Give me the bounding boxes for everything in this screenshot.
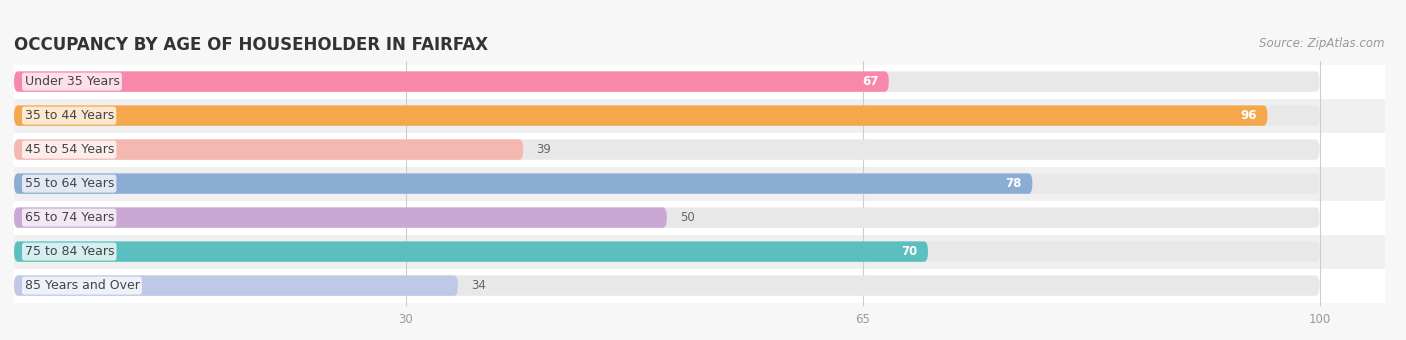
Text: 75 to 84 Years: 75 to 84 Years xyxy=(24,245,114,258)
FancyBboxPatch shape xyxy=(14,133,1385,167)
FancyBboxPatch shape xyxy=(14,167,1385,201)
Text: OCCUPANCY BY AGE OF HOUSEHOLDER IN FAIRFAX: OCCUPANCY BY AGE OF HOUSEHOLDER IN FAIRF… xyxy=(14,36,488,54)
FancyBboxPatch shape xyxy=(14,207,666,228)
Text: 45 to 54 Years: 45 to 54 Years xyxy=(24,143,114,156)
FancyBboxPatch shape xyxy=(14,99,1385,133)
Text: 34: 34 xyxy=(471,279,486,292)
Text: Source: ZipAtlas.com: Source: ZipAtlas.com xyxy=(1260,37,1385,50)
Text: 85 Years and Over: 85 Years and Over xyxy=(24,279,139,292)
Text: Under 35 Years: Under 35 Years xyxy=(24,75,120,88)
Text: 35 to 44 Years: 35 to 44 Years xyxy=(24,109,114,122)
FancyBboxPatch shape xyxy=(14,275,1320,296)
FancyBboxPatch shape xyxy=(14,71,889,92)
Text: 39: 39 xyxy=(536,143,551,156)
Text: 50: 50 xyxy=(681,211,695,224)
FancyBboxPatch shape xyxy=(14,235,1385,269)
FancyBboxPatch shape xyxy=(14,173,1032,194)
Text: 55 to 64 Years: 55 to 64 Years xyxy=(24,177,114,190)
Text: 96: 96 xyxy=(1240,109,1257,122)
FancyBboxPatch shape xyxy=(14,139,1320,160)
FancyBboxPatch shape xyxy=(14,105,1320,126)
FancyBboxPatch shape xyxy=(14,201,1385,235)
FancyBboxPatch shape xyxy=(14,269,1385,303)
FancyBboxPatch shape xyxy=(14,241,928,262)
FancyBboxPatch shape xyxy=(14,71,1320,92)
FancyBboxPatch shape xyxy=(14,241,1320,262)
Text: 70: 70 xyxy=(901,245,918,258)
Text: 78: 78 xyxy=(1005,177,1022,190)
Text: 67: 67 xyxy=(862,75,879,88)
FancyBboxPatch shape xyxy=(14,65,1385,99)
FancyBboxPatch shape xyxy=(14,173,1320,194)
FancyBboxPatch shape xyxy=(14,139,523,160)
FancyBboxPatch shape xyxy=(14,105,1267,126)
FancyBboxPatch shape xyxy=(14,275,458,296)
Text: 65 to 74 Years: 65 to 74 Years xyxy=(24,211,114,224)
FancyBboxPatch shape xyxy=(14,207,1320,228)
